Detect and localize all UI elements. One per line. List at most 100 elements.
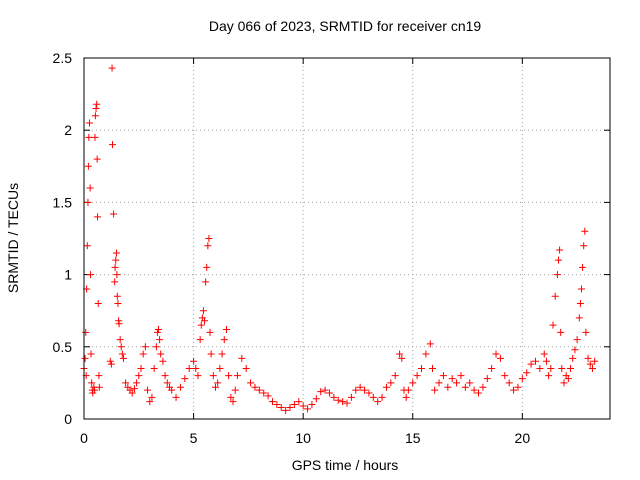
data-point: [203, 263, 211, 271]
data-point: [304, 405, 312, 413]
data-point: [111, 263, 119, 271]
data-point: [312, 395, 320, 403]
data-point: [122, 379, 130, 387]
data-point: [92, 105, 100, 113]
data-point: [251, 383, 259, 391]
data-point: [404, 386, 412, 394]
data-point: [94, 299, 102, 307]
data-point: [317, 388, 325, 396]
data-point: [117, 343, 125, 351]
data-point: [428, 364, 436, 372]
data-point: [545, 372, 553, 380]
y-tick-label: 2: [64, 122, 72, 138]
data-point: [115, 320, 123, 328]
data-point: [242, 364, 250, 372]
data-point: [88, 379, 96, 387]
data-point: [277, 403, 285, 411]
data-point: [343, 399, 351, 407]
data-point: [573, 336, 581, 344]
data-point: [84, 162, 92, 170]
data-point: [91, 386, 99, 394]
data-point: [576, 299, 584, 307]
y-axis-label: SRMTID / TECUs: [5, 183, 21, 293]
data-point: [347, 393, 355, 401]
data-point: [119, 354, 127, 362]
data-point: [581, 227, 589, 235]
data-point: [247, 379, 255, 387]
data-point: [85, 119, 93, 127]
data-point: [505, 379, 513, 387]
data-point: [439, 372, 447, 380]
data-point: [87, 350, 95, 358]
data-point: [584, 354, 592, 362]
x-tick-label: 10: [295, 430, 311, 446]
data-point: [527, 360, 535, 368]
data-points: [80, 64, 599, 414]
data-point: [409, 379, 417, 387]
data-point: [475, 389, 482, 397]
data-point: [227, 393, 235, 401]
data-point: [199, 307, 207, 315]
data-point: [144, 386, 152, 394]
data-point: [282, 406, 290, 414]
data-point: [83, 242, 91, 250]
data-point: [85, 133, 93, 141]
data-point: [116, 336, 124, 344]
data-point: [93, 155, 101, 163]
data-point: [575, 314, 583, 322]
data-point: [209, 372, 217, 380]
data-point: [540, 350, 548, 358]
data-point: [95, 383, 103, 391]
data-point: [146, 398, 154, 406]
data-point: [207, 350, 215, 358]
data-point: [290, 401, 298, 409]
data-point: [479, 383, 487, 391]
data-point: [299, 402, 307, 410]
data-point: [91, 133, 99, 141]
data-point: [518, 375, 526, 383]
data-point: [91, 112, 99, 120]
data-point: [161, 372, 169, 380]
data-point: [93, 100, 101, 108]
data-point: [82, 328, 90, 336]
x-tick-label: 0: [80, 430, 88, 446]
data-point: [176, 383, 184, 391]
data-point: [483, 375, 491, 383]
data-point: [268, 398, 276, 406]
data-point: [159, 357, 167, 365]
data-point: [233, 372, 241, 380]
data-point: [295, 398, 303, 406]
data-point: [551, 292, 559, 300]
data-point: [339, 398, 347, 406]
data-point: [196, 336, 204, 344]
data-point: [330, 393, 338, 401]
data-point: [586, 360, 594, 368]
data-point: [152, 343, 160, 351]
data-point: [369, 393, 377, 401]
data-point: [113, 292, 121, 300]
data-point: [197, 321, 205, 329]
data-point: [308, 401, 316, 409]
data-point: [321, 386, 329, 394]
data-point: [523, 369, 531, 377]
data-point: [185, 364, 193, 372]
data-point: [286, 403, 294, 411]
data-point: [536, 364, 544, 372]
data-point: [172, 393, 180, 401]
data-point: [470, 386, 478, 394]
data-point: [387, 379, 395, 387]
data-point: [114, 299, 122, 307]
data-point: [426, 340, 434, 348]
data-point: [488, 364, 496, 372]
data-point: [579, 263, 587, 271]
data-point: [514, 383, 522, 391]
data-point: [334, 396, 342, 404]
data-point: [190, 357, 198, 365]
data-point: [582, 328, 590, 336]
data-point: [260, 389, 268, 397]
data-point: [391, 372, 399, 380]
data-point: [153, 328, 161, 336]
data-point: [133, 379, 141, 387]
data-point: [106, 357, 114, 365]
data-point: [157, 350, 165, 358]
